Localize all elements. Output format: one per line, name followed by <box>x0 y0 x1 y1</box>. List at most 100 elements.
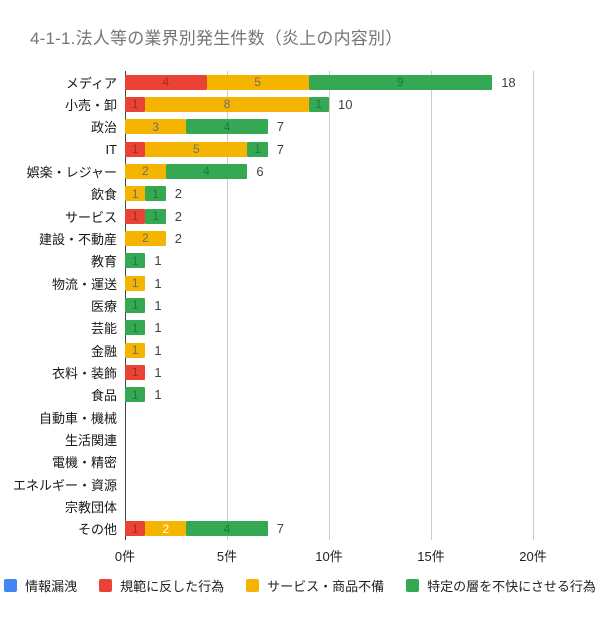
bar-total-label: 7 <box>276 141 285 157</box>
x-axis-tick-label: 20件 <box>519 549 547 564</box>
bar-segment: 4 <box>186 521 268 537</box>
category-label: 衣料・装飾 <box>51 365 117 381</box>
category-label: その他 <box>77 522 117 538</box>
legend-item: 特定の層を不快にさせる行為 <box>406 576 596 595</box>
bar-total-label: 1 <box>154 275 162 291</box>
category-row: サービス 1 1 2 <box>0 205 600 227</box>
bar-segment: 1 <box>125 364 146 380</box>
category-label: 物流・運送 <box>51 276 117 292</box>
legend-swatch <box>246 579 260 592</box>
legend: 情報漏洩 規範に反した行為 サービス・商品不備 特定の層を不快にさせる行為 <box>0 576 600 595</box>
gridline <box>227 71 228 540</box>
category-row: 芸能 1 1 <box>0 317 600 339</box>
bar-segment: 2 <box>145 521 187 537</box>
bar-total-label: 18 <box>501 74 516 90</box>
bar-segment: 2 <box>125 163 166 179</box>
bar-total-label: 1 <box>154 320 162 336</box>
bar-track: 1 <box>125 297 146 313</box>
category-row: 娯楽・レジャー 2 4 6 <box>0 160 600 182</box>
category-label: 生活関連 <box>64 432 117 448</box>
bar-segment: 1 <box>125 342 146 358</box>
bar-segment: 5 <box>145 141 248 157</box>
bar-segment: 1 <box>145 208 166 224</box>
category-label: 娯楽・レジャー <box>26 164 117 180</box>
bar-segment: 1 <box>125 141 146 157</box>
category-row: 医療 1 1 <box>0 294 600 316</box>
x-axis-tick-label: 15件 <box>417 549 445 564</box>
category-label: 医療 <box>90 298 117 314</box>
category-row: 物流・運送 1 1 <box>0 272 600 294</box>
bar-segment: 1 <box>125 387 146 403</box>
bar-total-label: 2 <box>174 208 183 224</box>
bar-total-label: 10 <box>337 96 353 112</box>
legend-label: 情報漏洩 <box>25 579 78 594</box>
bar-segment: 1 <box>308 96 329 112</box>
legend-item: 規範に反した行為 <box>99 576 224 595</box>
x-axis-tick-label: 0件 <box>114 549 136 564</box>
bar-total-label: 7 <box>276 521 285 537</box>
bar-track: 2 <box>125 230 166 246</box>
category-row: 生活関連 <box>0 428 600 450</box>
bar-segment: 1 <box>125 521 146 537</box>
bar-track: 1 <box>125 387 146 403</box>
category-row: 宗教団体 <box>0 495 600 517</box>
bar-total-label: 1 <box>154 387 162 403</box>
category-label: 政治 <box>90 120 117 136</box>
category-row: 飲食 1 1 2 <box>0 183 600 205</box>
category-label: 金融 <box>90 343 117 359</box>
category-label: 飲食 <box>90 187 117 203</box>
category-label: 小売・卸 <box>64 97 117 113</box>
category-label: IT <box>105 141 117 157</box>
category-label: メディア <box>65 75 117 91</box>
bar-track: 1 <box>125 275 146 291</box>
category-row: 建設・不動産 2 2 <box>0 227 600 249</box>
bar-segment: 1 <box>125 186 146 202</box>
legend-label: 特定の層を不快にさせる行為 <box>427 579 596 594</box>
legend-swatch <box>406 579 420 592</box>
bar-segment: 1 <box>125 208 146 224</box>
bar-segment: 1 <box>125 96 146 112</box>
legend-swatch <box>4 579 18 592</box>
x-axis-tick-label: 5件 <box>216 549 238 564</box>
category-row: IT 1 5 1 7 <box>0 138 600 160</box>
category-label: サービス <box>64 209 117 225</box>
bar-segment: 2 <box>125 230 166 246</box>
legend-label: サービス・商品不備 <box>267 579 385 594</box>
legend-swatch <box>99 579 113 592</box>
category-row: メディア 4 5 9 18 <box>0 71 600 93</box>
category-row: 食品 1 1 <box>0 384 600 406</box>
bar-total-label: 2 <box>174 230 183 246</box>
category-row: 自動車・機械 <box>0 406 600 428</box>
bar-track: 1 <box>125 364 146 380</box>
bar-segment: 4 <box>125 74 207 90</box>
category-row: 政治 3 4 7 <box>0 116 600 138</box>
category-label: 教育 <box>90 254 117 270</box>
bar-segment: 1 <box>125 275 146 291</box>
bar-total-label: 1 <box>154 342 162 358</box>
category-label: 芸能 <box>90 321 117 337</box>
bar-total-label: 2 <box>174 186 183 202</box>
category-row: 衣料・装飾 1 1 <box>0 361 600 383</box>
legend-label: 規範に反した行為 <box>120 579 225 594</box>
category-row: その他 1 2 4 7 <box>0 518 600 540</box>
bar-segment: 1 <box>125 320 146 336</box>
bar-segment: 3 <box>125 119 187 135</box>
x-axis: 0件 5件 10件 15件 20件 <box>115 546 547 564</box>
chart-title: 4-1-1.法人等の業界別発生件数（炎上の内容別） <box>30 29 403 48</box>
category-label: エネルギー・資源 <box>12 477 117 493</box>
bar-segment: 8 <box>145 96 309 112</box>
bar-segment: 5 <box>206 74 309 90</box>
bar-track: 1 <box>125 342 146 358</box>
category-label: 自動車・機械 <box>38 410 117 426</box>
x-axis-tick-label: 10件 <box>315 549 343 564</box>
bar-track: 1 <box>125 253 146 269</box>
bar-track: 1 <box>125 320 146 336</box>
bar-segment: 4 <box>186 119 268 135</box>
category-row: 電機・精密 <box>0 451 600 473</box>
bar-rows: メディア 4 5 9 18 小売・卸 1 8 1 10 政治 3 4 7 IT 1 5 1 7 娯楽・レジャー 2 4 6 飲… <box>0 71 600 540</box>
